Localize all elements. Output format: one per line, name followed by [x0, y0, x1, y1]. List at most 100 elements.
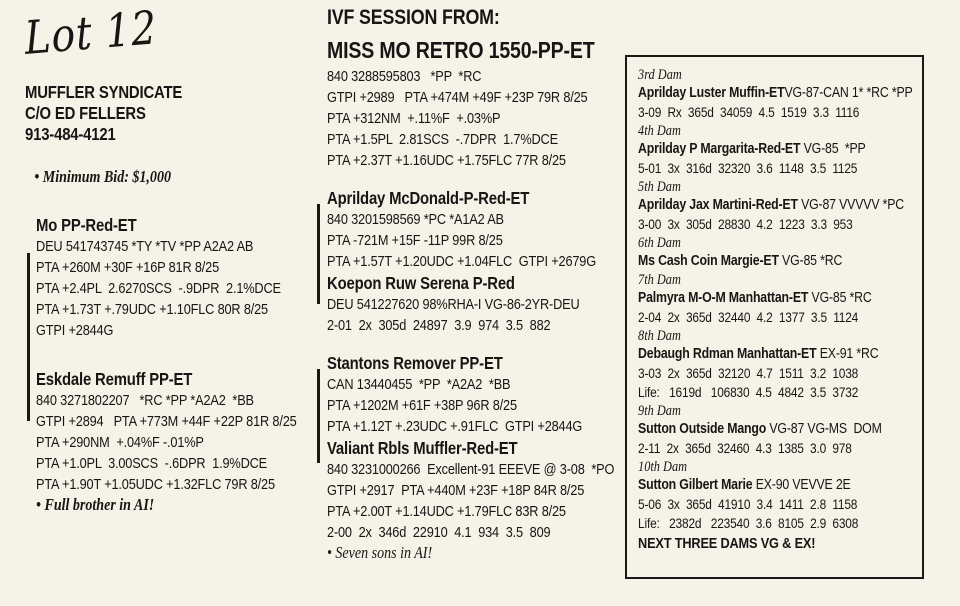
pedigree-data-line: PTA +2.4PL 2.6270SCS -.9DPR 2.1%DCE	[36, 280, 281, 297]
dam-name: Palmyra M-O-M Manhattan-ET	[638, 290, 809, 306]
lot-number: Lot 12	[23, 0, 159, 65]
dam-name: Sutton Gilbert Marie	[638, 477, 753, 493]
pedigree-data-line: PTA +1.0PL 3.00SCS -.6DPR 1.9%DCE	[36, 455, 267, 472]
dam-name-line: Sutton Gilbert Marie EX-90 VEVVE 2E	[638, 476, 931, 495]
pedigree-data-line: GTPI +2989 PTA +474M +49F +23P 79R 8/25	[327, 89, 588, 106]
dam-record-line: Life: 1619d 106830 4.5 4842 3.5 3732	[638, 384, 859, 400]
dam-records: 2-04 2x 365d 32440 4.2 1377 3.5 1124	[638, 308, 931, 327]
dam-record-line: 5-06 3x 365d 41910 3.4 1411 2.8 1158	[638, 496, 858, 512]
dam-name: Aprilday Jax Martini-Red-ET	[638, 197, 798, 213]
dam-ordinal-label: 10th Dam	[638, 459, 688, 475]
dam-score: VG-87 VVVVV *PC	[797, 197, 905, 213]
dam-name: Debaugh Rdman Manhattan-ET	[638, 346, 817, 362]
animal-name: Eskdale Remuff PP-ET	[36, 369, 193, 389]
dam-ordinal-label: 4th Dam	[638, 123, 681, 139]
dam-ordinal-label: 5th Dam	[638, 179, 681, 195]
sire-groups: Aprilday McDonald-P-Red-ET 840 320159856…	[327, 187, 625, 563]
dam-entry: 8th Dam Debaugh Rdman Manhattan-ET EX-91…	[638, 327, 931, 402]
pedigree-data-line: DEU 541743745 *TY *TV *PP A2A2 AB	[36, 238, 254, 255]
animal-block: Aprilday McDonald-P-Red-ET 840 320159856…	[327, 187, 625, 272]
dam-entry: 4th Dam Aprilday P Margarita-Red-ET VG-8…	[638, 122, 931, 178]
animal-data-lines: CAN 13440455 *PP *A2A2 *BB PTA +1202M +6…	[327, 374, 625, 437]
dam-score: EX-91 *RC	[816, 346, 879, 362]
dam-score: EX-90 VEVVE 2E	[752, 477, 851, 493]
dam-ordinal-label: 8th Dam	[638, 328, 681, 344]
pedigree-data-line: 2-00 2x 346d 22910 4.1 934 3.5 809	[327, 524, 551, 541]
dam-name-line: Aprilday P Margarita-Red-ET VG-85 *PP	[638, 140, 931, 159]
dam-score: VG-85 *RC	[778, 253, 843, 269]
pedigree-bracket-line	[27, 253, 30, 421]
dam-record-line: 2-11 2x 365d 32460 4.3 1385 3.0 978	[638, 440, 852, 456]
dam-records: 3-00 3x 305d 28830 4.2 1223 3.3 953	[638, 215, 931, 234]
pedigree-note: • Full brother in AI!	[36, 495, 155, 514]
left-pedigree-blocks: Mo PP-Red-ET DEU 541743745 *TY *TV *PP A…	[25, 214, 323, 515]
animal-block: Valiant Rbls Muffler-Red-ET 840 32310002…	[327, 437, 625, 543]
dam-name: Aprilday P Margarita-Red-ET	[638, 141, 801, 157]
dam-name-line: Palmyra M-O-M Manhattan-ET VG-85 *RC	[638, 289, 931, 308]
animal-data-lines: 840 3231000266 Excellent-91 EEEVE @ 3-08…	[327, 459, 625, 543]
session-heading: IVF SESSION FROM:	[327, 6, 500, 29]
sire-group: Stantons Remover PP-ET CAN 13440455 *PP …	[327, 352, 625, 563]
pedigree-data-line: PTA +1.73T +.79UDC +1.10FLC 80R 8/25	[36, 301, 268, 318]
pedigree-bracket-line	[317, 204, 320, 304]
animal-block: Stantons Remover PP-ET CAN 13440455 *PP …	[327, 352, 625, 437]
middle-column: IVF SESSION FROM: MISS MO RETRO 1550-PP-…	[327, 6, 625, 563]
pedigree-data-line: PTA +2.37T +1.16UDC +1.75FLC 77R 8/25	[327, 152, 566, 169]
dam-name: Sutton Outside Mango	[638, 421, 767, 437]
pedigree-data-line: 840 3288595803 *PP *RC	[327, 68, 482, 85]
pedigree-data-line: PTA +1.12T +.23UDC +.91FLC GTPI +2844G	[327, 418, 583, 435]
dam-ordinal-label: 6th Dam	[638, 235, 681, 251]
animal-block: Mo PP-Red-ET DEU 541743745 *TY *TV *PP A…	[36, 214, 322, 341]
pedigree-bracket-line	[317, 369, 320, 463]
dam-entry: 9th Dam Sutton Outside Mango VG-87 VG-MS…	[638, 402, 931, 458]
dam-record-line: 5-01 3x 316d 32320 3.6 1148 3.5 1125	[638, 160, 858, 176]
pedigree-data-line: PTA +1.5PL 2.81SCS -.7DPR 1.7%DCE	[327, 131, 558, 148]
dam-entry: 10th Dam Sutton Gilbert Marie EX-90 VEVV…	[638, 458, 931, 533]
dam-entry: 7th Dam Palmyra M-O-M Manhattan-ET VG-85…	[638, 271, 931, 327]
dam-record-line: 3-00 3x 305d 28830 4.2 1223 3.3 953	[638, 216, 853, 232]
dam-record-line: 3-09 Rx 365d 34059 4.5 1519 3.3 1116	[638, 104, 860, 120]
dam-entry: 6th Dam Ms Cash Coin Margie-ET VG-85 *RC	[638, 234, 931, 271]
pedigree-data-line: PTA +2.00T +1.14UDC +1.79FLC 83R 8/25	[327, 503, 566, 520]
dam-history-content: 3rd Dam Aprilday Luster Muffin-ETVG-87-C…	[627, 57, 931, 554]
donor-data-lines: 840 3288595803 *PP *RC GTPI +2989 PTA +4…	[327, 66, 625, 171]
animal-data-lines: 840 3271802207 *RC *PP *A2A2 *BB GTPI +2…	[36, 390, 322, 495]
animal-name: Aprilday McDonald-P-Red-ET	[327, 188, 530, 208]
dam-ordinal-label: 9th Dam	[638, 403, 681, 419]
pedigree-data-line: GTPI +2917 PTA +440M +23F +18P 84R 8/25	[327, 482, 585, 499]
dam-records: 3-09 Rx 365d 34059 4.5 1519 3.3 1116	[638, 103, 931, 122]
pedigree-data-line: PTA -721M +15F -11P 99R 8/25	[327, 232, 503, 249]
dam-records: 3-03 2x 365d 32120 4.7 1511 3.2 1038 Lif…	[638, 364, 931, 402]
dam-name-line: Aprilday Jax Martini-Red-ET VG-87 VVVVV …	[638, 196, 931, 215]
dam-score: VG-87-CAN 1* *RC *PP	[784, 85, 913, 101]
pedigree-data-line: CAN 13440455 *PP *A2A2 *BB	[327, 376, 511, 393]
dam-record-line: 2-04 2x 365d 32440 4.2 1377 3.5 1124	[638, 309, 859, 325]
dam-score: VG-85 *PP	[800, 141, 866, 157]
dam-ordinal-label: 3rd Dam	[638, 67, 682, 83]
pedigree-data-line: GTPI +2894 PTA +773M +44F +22P 81R 8/25	[36, 413, 297, 430]
pedigree-note: • Seven sons in AI!	[327, 543, 433, 562]
donor-name: MISS MO RETRO 1550-PP-ET	[327, 37, 595, 63]
pedigree-data-line: PTA +260M +30F +16P 81R 8/25	[36, 259, 220, 276]
dam-name: Ms Cash Coin Margie-ET	[638, 253, 779, 269]
dam-name-line: Debaugh Rdman Manhattan-ET EX-91 *RC	[638, 345, 931, 364]
animal-data-lines: DEU 541743745 *TY *TV *PP A2A2 AB PTA +2…	[36, 236, 322, 341]
pedigree-data-line: PTA +1202M +61F +38P 96R 8/25	[327, 397, 517, 414]
pedigree-data-line: 2-01 2x 305d 24897 3.9 974 3.5 882	[327, 317, 551, 334]
pedigree-data-line: PTA +1.90T +1.05UDC +1.32FLC 79R 8/25	[36, 476, 275, 493]
dam-score: VG-87 VG-MS DOM	[766, 421, 882, 437]
animal-block: Koepon Ruw Serena P-Red DEU 541227620 98…	[327, 272, 625, 336]
dam-entry: 5th Dam Aprilday Jax Martini-Red-ET VG-8…	[638, 178, 931, 234]
dam-name-line: Sutton Outside Mango VG-87 VG-MS DOM	[638, 420, 931, 439]
dam-name-line: Ms Cash Coin Margie-ET VG-85 *RC	[638, 252, 931, 271]
dam-entries: 3rd Dam Aprilday Luster Muffin-ETVG-87-C…	[638, 66, 931, 533]
pedigree-data-line: 840 3231000266 Excellent-91 EEEVE @ 3-08…	[327, 461, 615, 478]
pedigree-data-line: 840 3201598569 *PC *A1A2 AB	[327, 211, 504, 228]
animal-data-lines: 840 3201598569 *PC *A1A2 AB PTA -721M +1…	[327, 209, 625, 272]
dam-score: VG-85 *RC	[808, 290, 872, 306]
consignor-block: MUFFLER SYNDICATE C/O ED FELLERS 913-484…	[25, 82, 323, 145]
consignor-line: MUFFLER SYNDICATE	[25, 82, 183, 102]
animal-name: Koepon Ruw Serena P-Red	[327, 273, 515, 293]
animal-data-lines: DEU 541227620 98%RHA-I VG-86-2YR-DEU 2-0…	[327, 294, 625, 336]
